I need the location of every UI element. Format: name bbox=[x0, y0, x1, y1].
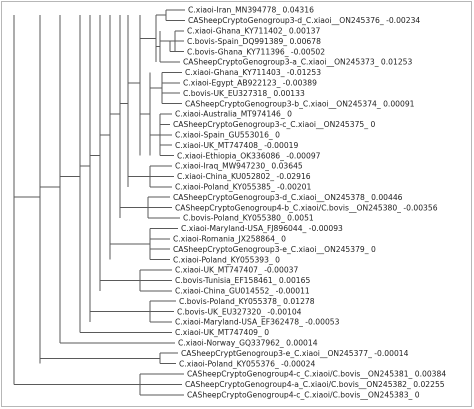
leaf-label: C.bovis-Poland_KY055380_ 0.0051 bbox=[183, 214, 314, 223]
leaf-label: C.xiaoi-Egypt_AB922123_ -0.00389 bbox=[183, 79, 317, 88]
leaf-label: C.xiaoi-Norway_GQ337962_ 0.00014 bbox=[178, 339, 318, 348]
leaf-label: C.xiaoi-Romania_JX258864_ 0 bbox=[173, 235, 286, 244]
leaf-label: C.xiaoi-Poland_KY055376_ -0.00024 bbox=[179, 359, 315, 368]
leaf-label: CASheepCryptoGenogroup4-b_C.xiaoi/C.bovi… bbox=[175, 203, 438, 212]
leaf-label: C.xiaoi-Ethiopia_OK336086_ -0.00097 bbox=[177, 151, 321, 160]
leaf-label: C.xiaoi-Ghana_KY711403_ -0.01253 bbox=[185, 68, 321, 77]
leaf-label: C.bovis-Tunisia_EF158461_ 0.00165 bbox=[175, 276, 310, 285]
leaf-label: C.xiaoi-China_GU014552_ -0.00011 bbox=[175, 287, 310, 296]
leaf-label: C.bovis-Poland_KY055378_ 0.01278 bbox=[179, 297, 315, 306]
tree-branches bbox=[13, 9, 185, 396]
leaf-label: C.xiaoi-China_KU052802_ -0.02916 bbox=[177, 172, 311, 181]
leaf-label: CASheepCryptoGenogroup4-a_C.xiaoi/C.bovi… bbox=[185, 380, 445, 389]
leaf-label: C.bovis-Ghana_KY711396_ -0.00502 bbox=[187, 47, 325, 56]
leaf-label: CASheepCryptoGenogroup4-c_C.xiaoi/C.bovi… bbox=[187, 391, 420, 400]
leaf-label: C.xiaoi-Australia_MT974146_ 0 bbox=[175, 110, 292, 119]
leaf-label: CASheepCryptoGenogroup3-d_C.xiaoi__ON245… bbox=[188, 16, 420, 25]
leaf-label: C.xiaoi-Ghana_KY711402_ 0.00137 bbox=[187, 27, 320, 36]
leaf-label: C.bovis-UK_EU327318_ 0.00133 bbox=[183, 89, 305, 98]
leaf-label: C.xiaoi-Iraq_MW947230_ 0.03645 bbox=[175, 162, 303, 171]
leaf-label: C.bovis-UK_EU327320_ -0.00104 bbox=[177, 307, 302, 316]
leaf-label: CASheepCryptoGenogroup4-c_C.xiaoi/C.bovi… bbox=[187, 370, 446, 379]
leaf-label: C.xiaoi-UK_MT747407_ -0.00037 bbox=[175, 266, 299, 275]
leaf-labels: C.xiaoi-Iran_MN394778_ 0.04316CASheepCry… bbox=[173, 6, 446, 400]
leaf-label: CASheepCryptGenogroup3-e_C.xiaoi__ON2453… bbox=[181, 349, 409, 358]
leaf-label: CASheepCryptoGenogroup3-c_C.xiaoi__ON245… bbox=[173, 120, 375, 129]
leaf-label: C.xiaoi-Poland_KY055385_ -0.00201 bbox=[175, 183, 311, 192]
leaf-label: C.xiaoi-Maryland-USA_FJ896044_ -0.00093 bbox=[181, 224, 343, 233]
leaf-label: CASheepCryptoGenogroup3-b_C.xiaoi__ON245… bbox=[185, 99, 415, 108]
leaf-label: C.xiaoi-UK_MT747409_ 0 bbox=[175, 328, 269, 337]
leaf-label: CASheepCryptoGenogroup3-e_C.xiaoi__ON245… bbox=[173, 245, 376, 254]
leaf-label: C.xiaoi-Poland_KY055393_ 0 bbox=[173, 255, 280, 264]
leaf-label: C.xiaoi-Maryland-USA_EF362478_ -0.00053 bbox=[175, 318, 340, 327]
leaf-label: C.xiaoi-Spain_GU553016_ 0 bbox=[175, 131, 280, 140]
leaf-label: C.xiaoi-Iran_MN394778_ 0.04316 bbox=[188, 6, 314, 15]
leaf-label: C.xiaoi-UK_MT747408_ -0.00019 bbox=[175, 141, 299, 150]
leaf-label: C.bovis-Spain_DQ991389_ 0.00678 bbox=[187, 37, 321, 46]
leaf-label: CASheepCryptoGenogroup3-a_C.xiaoi__ON245… bbox=[183, 58, 412, 67]
leaf-label: CASheepCryptoGenogroup3-d_C.xiaoi__ON245… bbox=[173, 193, 403, 202]
